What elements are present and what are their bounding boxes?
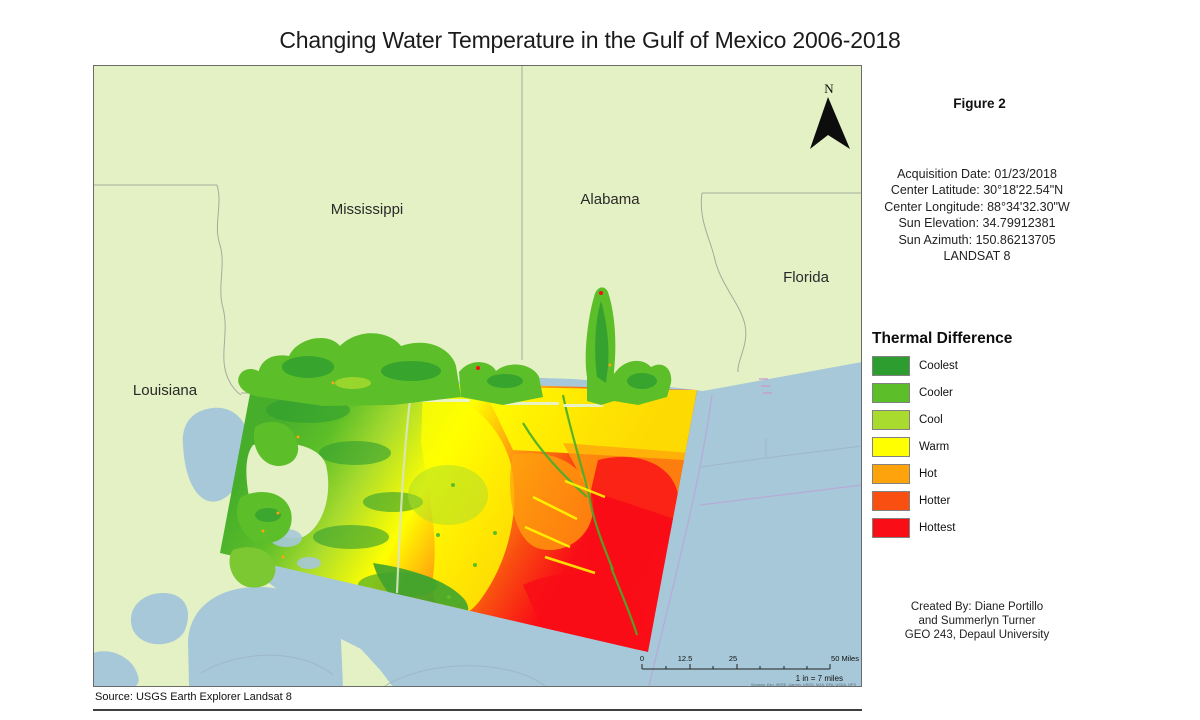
source-note: Source: USGS Earth Explorer Landsat 8: [95, 691, 292, 703]
state-border-al-fl-river: [700, 192, 747, 373]
metadata-block: Acquisition Date: 01/23/2018 Center Lati…: [852, 166, 1102, 264]
scale-tick-label: 25: [729, 654, 737, 663]
corner-bay: [93, 651, 139, 687]
metadata-line: Sun Elevation: 34.79912381: [898, 216, 1056, 231]
metadata-line: Sun Azimuth: 150.86213705: [898, 232, 1056, 247]
channel-marks: [759, 378, 772, 394]
water-contour: [200, 654, 334, 676]
map-neatline: [93, 65, 862, 687]
credits-line: Created By: Diane Portillo: [910, 601, 1044, 613]
scale-tick-label: 0: [640, 654, 644, 663]
metadata-line: Center Longitude: 88°34'32.30"W: [884, 199, 1070, 214]
state-border-mississippi-river: [216, 184, 242, 396]
state-label-louisiana: Louisiana: [133, 382, 198, 399]
credits-line: GEO 243, Depaul University: [904, 629, 1050, 641]
legend-label: Cooler: [919, 387, 953, 399]
svg-text:N: N: [824, 81, 834, 96]
figure-label: Figure 2: [953, 96, 1006, 111]
lake-borgne: [182, 407, 250, 502]
legend-label: Hottest: [919, 522, 956, 534]
map-svg: Mississippi Alabama Louisiana Florida N …: [93, 65, 862, 687]
legend-item: Cool: [872, 410, 958, 430]
scale-ratio-label: 1 in = 7 miles: [796, 674, 843, 683]
legend-swatch-coolest: [872, 356, 910, 376]
maritime-boundary-line: [699, 484, 862, 506]
scale-bar: 0 12.5 25 50 Miles 1 in = 7 miles Source…: [640, 654, 859, 687]
attribution-microtext: Sources: Esri, HERE, Garmin, USGS, NGA, …: [751, 683, 856, 687]
state-label-florida: Florida: [783, 269, 830, 286]
state-label-mississippi: Mississippi: [331, 201, 404, 218]
legend-swatch-warm: [872, 437, 910, 457]
metadata-line: Acquisition Date: 01/23/2018: [897, 167, 1057, 181]
thermal-legend: Coolest Cooler Cool Warm Hot Hotter Hott…: [872, 356, 958, 545]
state-label-alabama: Alabama: [580, 191, 640, 208]
legend-item: Hot: [872, 464, 958, 484]
legend-label: Hot: [919, 468, 937, 480]
map-frame: Mississippi Alabama Louisiana Florida N …: [93, 65, 862, 687]
legend-title: Thermal Difference: [872, 330, 1013, 347]
legend-swatch-hotter: [872, 491, 910, 511]
maritime-boundary-line: [648, 394, 713, 687]
legend-item: Hotter: [872, 491, 958, 511]
lake-maurepas: [130, 593, 189, 645]
legend-item: Coolest: [872, 356, 958, 376]
scale-tick-label: 50 Miles: [831, 654, 859, 663]
legend-label: Hotter: [919, 495, 951, 507]
credits-block: Created By: Diane Portillo and Summerlyn…: [862, 600, 1092, 642]
metadata-line: LANDSAT 8: [943, 249, 1011, 264]
legend-item: Warm: [872, 437, 958, 457]
legend-swatch-cool: [872, 410, 910, 430]
legend-label: Cool: [919, 414, 943, 426]
north-arrow-icon: N: [810, 81, 850, 149]
scale-tick-label: 12.5: [678, 654, 693, 663]
lake-pontchartrain: [188, 586, 343, 687]
legend-swatch-hot: [872, 464, 910, 484]
water-contour: [384, 665, 546, 687]
metadata-line: Center Latitude: 30°18'22.54"N: [890, 183, 1064, 198]
page-title: Changing Water Temperature in the Gulf o…: [279, 27, 901, 53]
water-contour: [699, 438, 862, 468]
credits-line: and Summerlyn Turner: [918, 615, 1036, 627]
coastal-marsh: [229, 287, 672, 588]
bottom-rule: [93, 709, 862, 711]
legend-item: Hottest: [872, 518, 958, 538]
legend-swatch-cooler: [872, 383, 910, 403]
legend-label: Warm: [919, 441, 950, 453]
legend-item: Cooler: [872, 383, 958, 403]
legend-label: Coolest: [919, 360, 958, 372]
thermal-raster: [220, 378, 697, 652]
legend-swatch-hottest: [872, 518, 910, 538]
